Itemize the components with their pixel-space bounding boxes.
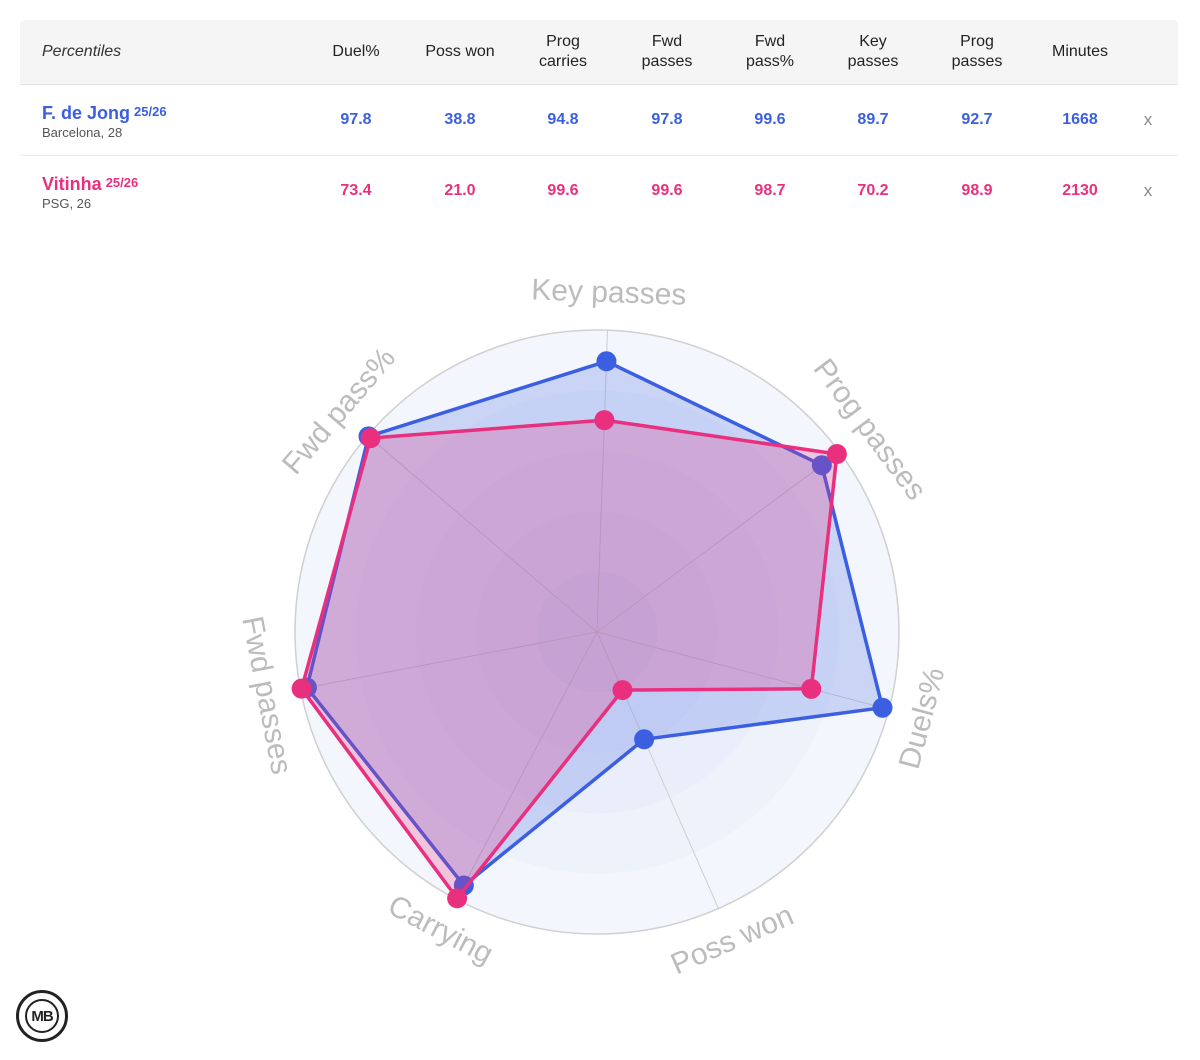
radar-data-point xyxy=(594,410,615,431)
radar-spokes xyxy=(300,330,890,909)
radar-series xyxy=(291,351,893,909)
radar-data-point xyxy=(447,888,468,909)
radar-data-point xyxy=(826,444,847,465)
percentiles-table: Percentiles Duel% Poss won Prog carries … xyxy=(20,20,1178,226)
radar-data-point xyxy=(612,680,633,701)
value-minutes: 2130 xyxy=(1062,182,1098,199)
value-prog-carries: 99.6 xyxy=(547,182,579,199)
player-season: 25/26 xyxy=(134,104,167,119)
radar-spoke xyxy=(300,631,598,690)
radar-data-point xyxy=(291,678,312,699)
header-percentiles: Percentiles xyxy=(42,43,122,60)
value-fwd-pass-pct: 99.6 xyxy=(754,111,786,128)
radar-spoke xyxy=(596,631,890,710)
radar-data-point xyxy=(360,428,381,449)
remove-player-button[interactable]: x xyxy=(1143,110,1153,129)
radar-spoke xyxy=(456,631,598,900)
radar-spoke xyxy=(596,631,719,909)
radar-series-area xyxy=(299,418,839,901)
col-key-passes[interactable]: Key passes xyxy=(847,33,899,70)
value-fwd-passes: 99.6 xyxy=(651,182,683,199)
remove-player-button[interactable]: x xyxy=(1143,181,1153,200)
col-minutes[interactable]: Minutes xyxy=(1051,43,1109,60)
logo-mark: MB xyxy=(25,999,59,1033)
player-info: Vitinha 25/26 PSG, 26 xyxy=(42,174,138,211)
radar-axis-label: Duels% xyxy=(893,664,951,772)
col-duel-pct[interactable]: Duel% xyxy=(332,43,380,60)
player-club-age: Barcelona, 28 xyxy=(42,125,123,140)
radar-data-point xyxy=(811,455,832,476)
radar-axis-label: Fwd passes xyxy=(235,614,298,777)
value-minutes: 1668 xyxy=(1062,111,1098,128)
player-info: F. de Jong 25/26 Barcelona, 28 xyxy=(42,103,167,140)
col-prog-passes[interactable]: Prog passes xyxy=(951,33,1003,70)
value-poss-won: 38.8 xyxy=(444,111,476,128)
col-fwd-pass-pct[interactable]: Fwd pass% xyxy=(745,33,795,70)
value-prog-carries: 94.8 xyxy=(547,111,579,128)
player-season: 25/26 xyxy=(105,175,139,190)
player-name[interactable]: F. de Jong xyxy=(42,103,131,123)
radar-data-point xyxy=(596,351,617,372)
value-poss-won: 21.0 xyxy=(444,182,476,199)
radar-series-group xyxy=(291,410,847,909)
value-prog-passes: 98.9 xyxy=(961,182,993,199)
value-key-passes: 70.2 xyxy=(857,182,889,199)
table-row-player-2: Vitinha 25/26 PSG, 26 73.4 21.0 99.6 99.6… xyxy=(20,156,1178,226)
player-club-age: PSG, 26 xyxy=(42,196,92,211)
col-poss-won[interactable]: Poss won xyxy=(425,43,495,60)
radar-data-point xyxy=(872,697,893,718)
radar-spoke xyxy=(367,435,598,633)
value-duel-pct: 97.8 xyxy=(340,111,372,128)
radar-data-point xyxy=(634,729,655,750)
brand-logo: MB xyxy=(16,990,68,1042)
value-fwd-passes: 97.8 xyxy=(651,111,683,128)
col-fwd-passes[interactable]: Fwd passes xyxy=(641,33,693,70)
col-prog-carries[interactable]: Prog carries xyxy=(538,33,587,70)
value-duel-pct: 73.4 xyxy=(340,182,372,199)
value-key-passes: 89.7 xyxy=(857,111,889,128)
value-fwd-pass-pct: 98.7 xyxy=(754,182,786,199)
radar-data-point xyxy=(801,678,822,699)
radar-axis-label: Key passes xyxy=(531,273,687,311)
radar-spoke xyxy=(596,330,609,633)
value-prog-passes: 92.7 xyxy=(961,111,993,128)
table-header: Percentiles Duel% Poss won Prog carries … xyxy=(20,20,1178,85)
radar-spoke xyxy=(596,451,840,633)
player-name[interactable]: Vitinha xyxy=(42,174,102,194)
table-row-player-1: F. de Jong 25/26 Barcelona, 28 97.8 38.8 … xyxy=(20,85,1178,156)
